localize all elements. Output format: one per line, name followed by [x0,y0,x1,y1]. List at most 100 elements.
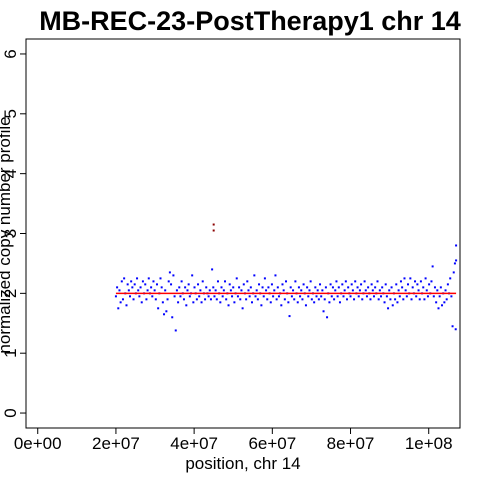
data-point [438,295,441,298]
y-tick-label: 2 [1,289,20,298]
data-point [369,298,372,301]
data-point [232,286,235,289]
data-point [207,295,210,298]
data-point [239,298,242,301]
data-point [384,283,387,286]
y-axis: 0 1 2 3 4 5 6 [1,49,26,418]
data-point [449,277,452,280]
data-point [254,295,257,298]
data-point [395,283,398,286]
data-point [282,289,285,292]
data-point [165,310,168,313]
data-point [287,301,290,304]
y-tick-label: 3 [1,229,20,238]
data-point [302,283,305,286]
data-point [330,295,333,298]
data-point [160,286,163,289]
data-point [398,295,401,298]
data-point [255,289,258,292]
data-point [378,289,381,292]
data-point [266,298,269,301]
x-axis-label: position, chr 14 [185,454,300,473]
data-point [391,304,394,307]
data-point [335,280,338,283]
data-point [306,286,309,289]
data-point [377,298,380,301]
x-tick-label: 2e+07 [92,434,140,453]
data-point [455,259,458,262]
data-point [191,274,194,277]
data-point [240,289,243,292]
data-point [272,295,275,298]
y-tick-label: 0 [1,408,20,417]
data-point [450,295,453,298]
data-point [446,283,449,286]
data-point [396,301,399,304]
data-point [164,289,167,292]
data-point [394,298,397,301]
data-point [454,328,457,331]
data-point [296,301,299,304]
data-point [200,301,203,304]
data-point [372,295,375,298]
data-point [405,295,408,298]
data-point [342,295,345,298]
data-point [336,295,339,298]
x-tick-label: 6e+07 [248,434,296,453]
data-point [371,289,374,292]
data-point [269,301,272,304]
data-point [415,295,418,298]
data-point [437,307,440,310]
y-axis-label: normalized copy number profile [0,116,14,353]
data-point [343,289,346,292]
data-point [294,280,297,283]
data-point [436,289,439,292]
data-point [411,286,414,289]
data-point [451,325,454,328]
data-point [256,298,259,301]
data-point [119,301,122,304]
data-point [139,286,142,289]
data-point [246,280,249,283]
data-point [444,289,447,292]
data-point [238,286,241,289]
data-point [367,286,370,289]
data-point [180,280,183,283]
data-point [205,286,208,289]
data-point [334,289,337,292]
data-point [441,304,444,307]
data-point [453,262,456,265]
data-point [422,286,425,289]
data-point [300,289,303,292]
data-point [401,286,404,289]
data-point [292,289,295,292]
data-point [426,295,429,298]
data-point [248,295,251,298]
data-point [215,298,218,301]
data-point [333,298,336,301]
data-point [297,286,300,289]
y-tick-label: 1 [1,348,20,357]
data-point [417,289,420,292]
data-point [145,298,148,301]
data-point [258,283,261,286]
data-point [199,289,202,292]
data-point [201,280,204,283]
data-point [130,280,133,283]
data-point [125,304,128,307]
data-point [204,298,207,301]
data-point [152,280,155,283]
data-point [193,286,196,289]
data-point [247,289,250,292]
data-point [270,283,273,286]
data-point [353,298,356,301]
data-point [220,286,223,289]
data-point [309,280,312,283]
data-point [358,289,361,292]
data-point [178,286,181,289]
data-point [245,298,248,301]
data-point [153,289,156,292]
data-point [138,295,141,298]
data-point [404,289,407,292]
data-point [285,280,288,283]
